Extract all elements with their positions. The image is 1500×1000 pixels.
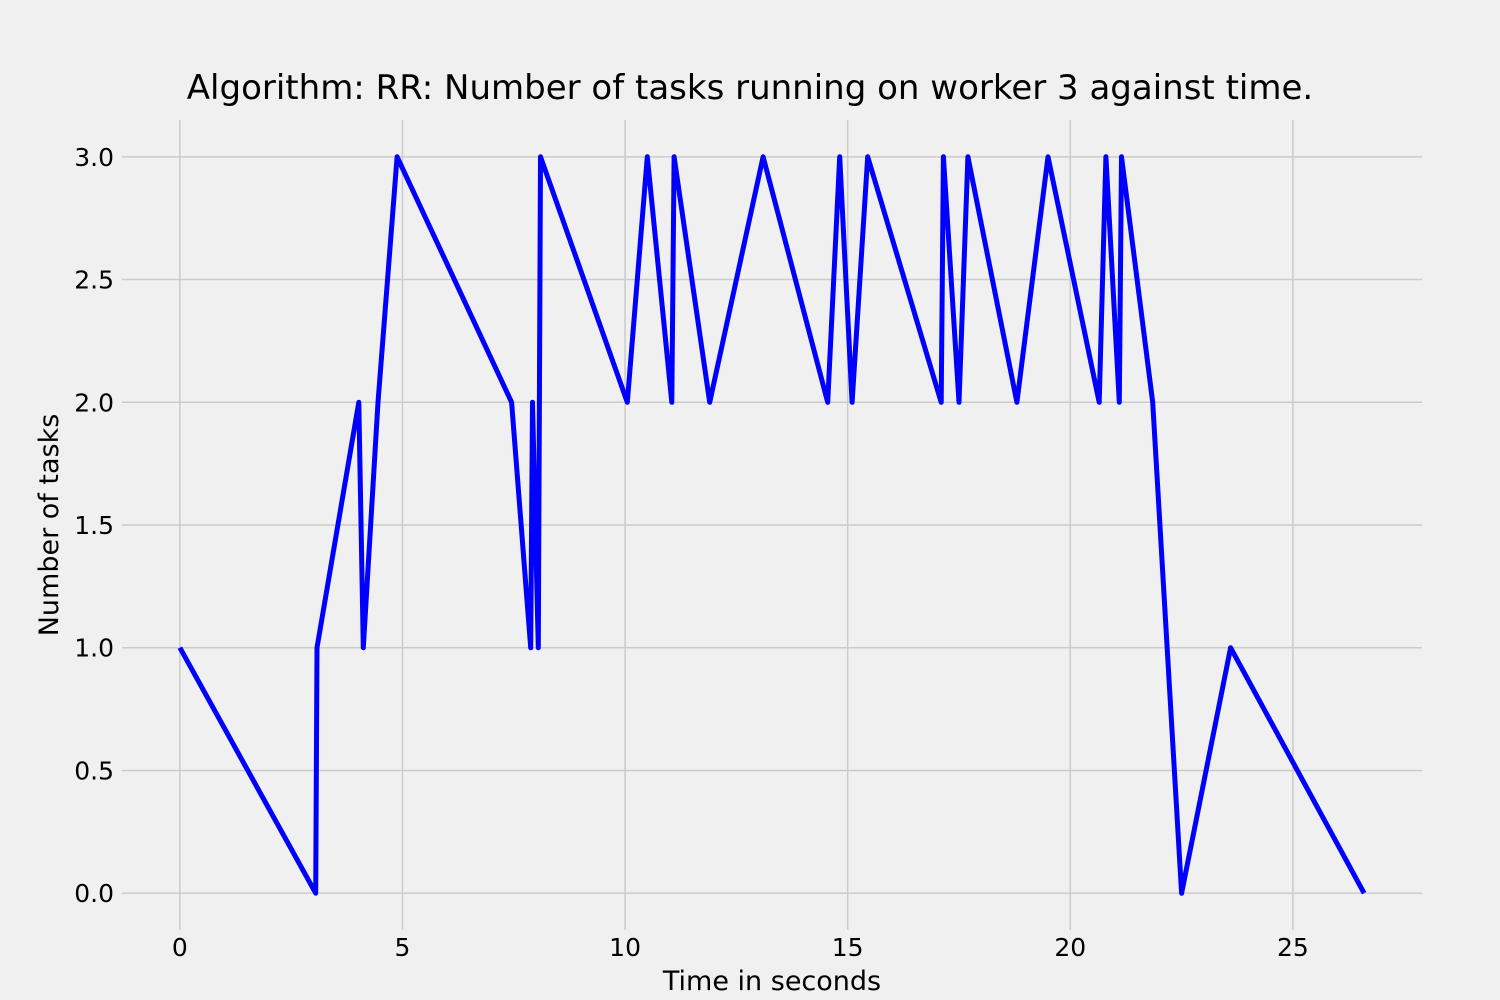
y-tick-label: 2.0	[74, 388, 114, 417]
x-tick-label: 25	[1277, 933, 1309, 962]
series-group	[177, 154, 1367, 896]
x-tick-label: 20	[1054, 933, 1086, 962]
x-tick-label: 5	[395, 933, 411, 962]
y-tick-label: 3.0	[74, 143, 114, 172]
y-tick-label: 0.0	[74, 879, 114, 908]
y-tick-label: 2.5	[74, 266, 114, 295]
series-line	[177, 154, 1367, 896]
y-tick-labels: 0.0 0.5 1.0 1.5 2.0 2.5 3.0	[74, 143, 114, 908]
x-tick-label: 10	[609, 933, 641, 962]
y-tick-label: 1.0	[74, 634, 114, 663]
x-tick-label: 15	[832, 933, 864, 962]
y-tick-label: 0.5	[74, 756, 114, 785]
y-axis-label: Number of tasks	[34, 414, 65, 637]
x-axis-label: Time in seconds	[662, 966, 881, 997]
chart-title: Algorithm: RR: Number of tasks running o…	[187, 68, 1313, 108]
grid	[122, 120, 1422, 930]
x-tick-label: 0	[172, 933, 188, 962]
y-tick-label: 1.5	[74, 511, 114, 540]
x-tick-labels: 0 5 10 15 20 25	[172, 933, 1309, 962]
